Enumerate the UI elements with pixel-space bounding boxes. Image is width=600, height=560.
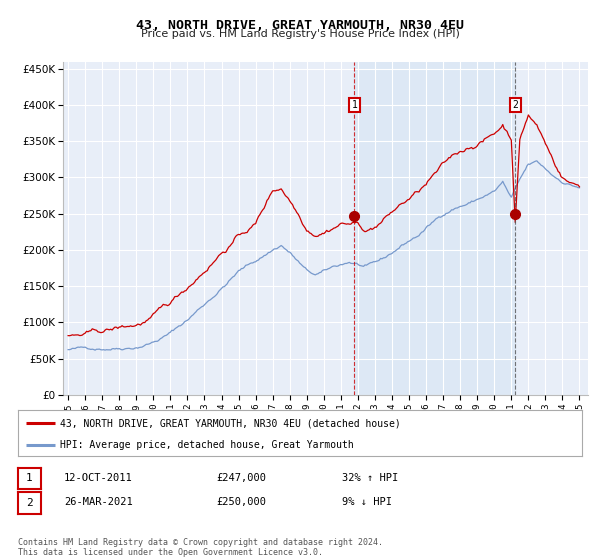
Text: 43, NORTH DRIVE, GREAT YARMOUTH, NR30 4EU: 43, NORTH DRIVE, GREAT YARMOUTH, NR30 4E… xyxy=(136,19,464,32)
Text: 1: 1 xyxy=(352,100,357,110)
Text: 9% ↓ HPI: 9% ↓ HPI xyxy=(342,497,392,507)
Text: 2: 2 xyxy=(26,498,33,508)
Text: HPI: Average price, detached house, Great Yarmouth: HPI: Average price, detached house, Grea… xyxy=(60,440,354,450)
Text: 26-MAR-2021: 26-MAR-2021 xyxy=(64,497,133,507)
Text: Contains HM Land Registry data © Crown copyright and database right 2024.
This d: Contains HM Land Registry data © Crown c… xyxy=(18,538,383,557)
Text: 2: 2 xyxy=(512,100,518,110)
Text: 12-OCT-2011: 12-OCT-2011 xyxy=(64,473,133,483)
Text: 43, NORTH DRIVE, GREAT YARMOUTH, NR30 4EU (detached house): 43, NORTH DRIVE, GREAT YARMOUTH, NR30 4E… xyxy=(60,418,401,428)
Bar xyxy=(355,62,515,395)
Text: £250,000: £250,000 xyxy=(216,497,266,507)
Text: 32% ↑ HPI: 32% ↑ HPI xyxy=(342,473,398,483)
Text: £247,000: £247,000 xyxy=(216,473,266,483)
Text: Price paid vs. HM Land Registry's House Price Index (HPI): Price paid vs. HM Land Registry's House … xyxy=(140,29,460,39)
Text: 1: 1 xyxy=(26,473,33,483)
